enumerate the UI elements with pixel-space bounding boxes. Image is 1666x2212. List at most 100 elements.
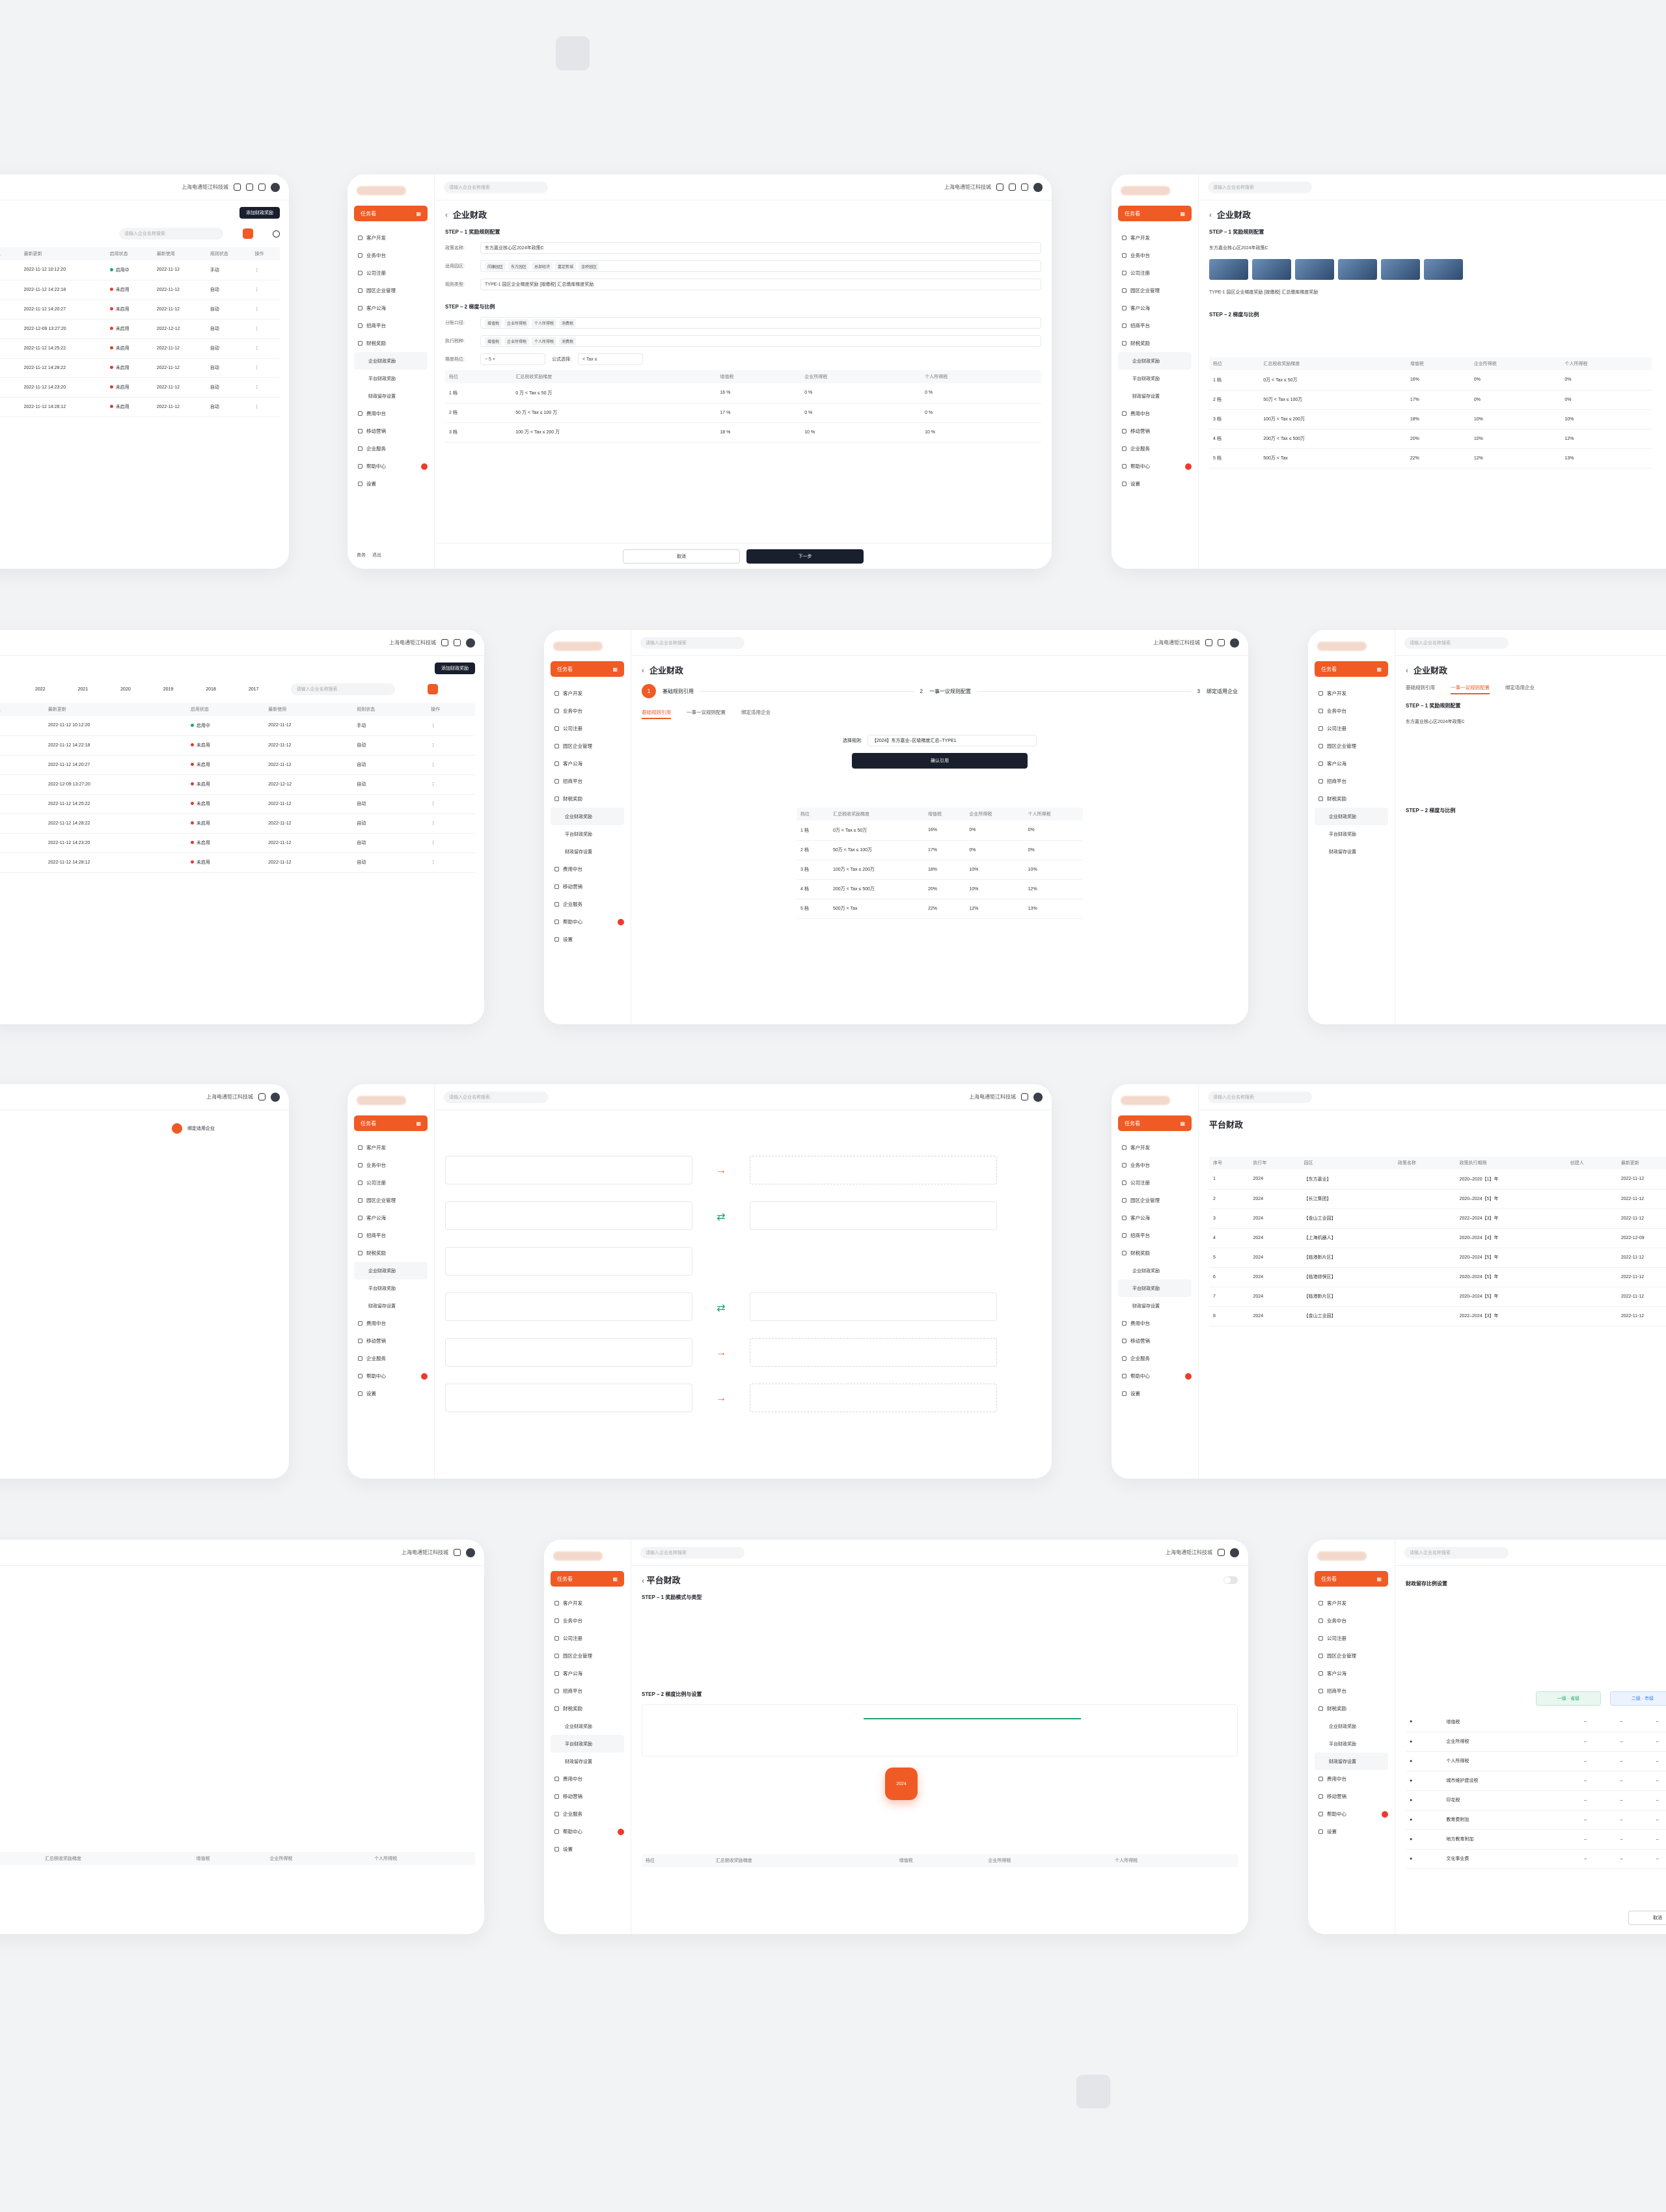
park-image[interactable] [1338,259,1377,280]
sidebar-item-marketing[interactable]: 移动营销 [354,422,428,440]
decorative-square-bottom [1076,2075,1110,2109]
sidebar-item-help[interactable]: 帮助中心 [354,457,428,475]
main-content: ‹ 企业财政 STEP – 1 奖励规则配置 东方嘉业核心区2024年政策C TY… [1199,200,1666,569]
search-button[interactable] [243,228,253,239]
workspace-switcher[interactable]: 任务看 ▦ [354,206,428,221]
sidebar-item-park-mgmt[interactable]: 园区企业管理 [354,282,428,299]
empty-slot[interactable] [750,1384,997,1412]
workspace-switcher[interactable]: 任务看 ▦ [1118,206,1192,221]
reward-row: 2022-11-12 14:22:18 未启用 2022-11-12 自动 ⋮ [0,735,475,756]
sidebar-item-investment[interactable]: 招商平台 [354,317,428,335]
reward-row: 2022-11-12 14:25:22 未启用 2022-11-12 自动 ⋮ [0,794,475,814]
grade-row: 3 档 100万 < Tax ≤ 200万 18% 10% 10% [1209,409,1652,430]
step-label[interactable]: 一事一议规则配置 [929,688,971,694]
tab-base-rule[interactable]: 基础规则引用 [642,709,671,719]
rule-type-select[interactable]: TYPE-1 园区企业梯度奖励 [按缴税] 汇总缴库梯度奖励 [480,279,1041,290]
next-button[interactable]: 下一步 [746,549,864,564]
sidebar: 任务看 ▦ 客户开发 业务中台 公司注册 园区企业管理 客户公海 招商平台 财税奖… [544,630,631,1024]
platform-row: 4 2024 【上海机器人】 2020–2024【4】年 2022-12-09 [1209,1228,1666,1248]
sidebar-item-expense[interactable]: 费用中台 [354,405,428,422]
list-search-input[interactable]: 请输入企业名称搜索 [291,683,396,695]
retention-row: ● 文化事业费 – – – [1406,1849,1666,1869]
home-icon[interactable] [246,184,253,191]
sidebar-item-customer-pool[interactable]: 客户公海 [354,299,428,317]
sidebar-sub-enterprise[interactable]: 企业财政奖励 [354,352,428,370]
step-label[interactable]: 基础规则引用 [662,688,694,694]
scope-select[interactable]: 闵康园区 东方园区 总部经济 嘉定新城 金桥园区 [480,260,1041,272]
page-title: ‹ 企业财政 [1209,210,1251,221]
search-button[interactable] [428,684,439,694]
step-label[interactable]: 绑定适用企业 [1207,688,1238,694]
sidebar: 任务看 ▦ 客户开发 业务中台 公司注册 园区企业管理 客户公海 招商平台 财税奖… [348,174,435,569]
user-avatar[interactable] [1033,182,1043,192]
enterprise-card[interactable] [445,1247,692,1276]
empty-slot[interactable] [750,1338,997,1367]
cancel-button[interactable]: 取消 [623,549,740,564]
search-input[interactable]: 请输入企业名称搜索 [640,636,744,649]
cancel-button[interactable]: 取消 [1628,1911,1666,1925]
sidebar-item-fiscal[interactable]: 财税奖励 [354,335,428,352]
workspace-switcher[interactable]: 任务看 ▦ [551,661,624,677]
card-retention: 任务看 ▦ 客户开发 业务中台 公司注册 园区企业管理 客户公海 招商平台 财税奖… [1308,1540,1666,1934]
grade-row: 1 档 0万 < Tax ≤ 50万 16% 0% 0% [797,821,1083,841]
formula-select[interactable]: < Tax ≤ [577,353,643,365]
card-wizard: 任务看 ▦ 客户开发 业务中台 公司注册 园区企业管理 客户公海 招商平台 财税奖… [544,630,1248,1024]
year-fab-button[interactable]: 2024 [885,1768,918,1800]
message-icon[interactable] [996,184,1004,191]
enterprise-card[interactable] [445,1201,692,1230]
park-image[interactable] [1209,259,1248,280]
sidebar-item-settings[interactable]: 设置 [354,475,428,493]
park-image[interactable] [1295,259,1334,280]
switch-icon[interactable] [1021,184,1028,191]
card-bind-enterprise: 上海电通钜江科技城 绑定适用企业 [0,1084,289,1479]
top-bar: 上海电通钜江科技城 [0,630,484,656]
confirm-button[interactable]: 确认引用 [852,753,1028,769]
search-input[interactable]: 请输入企业名称搜索 [444,181,548,193]
enterprise-card[interactable] [445,1156,692,1184]
retention-row: ● 地方教育附加 – – – [1406,1829,1666,1850]
level1-tab[interactable]: 一级 · 省级 [1536,1691,1601,1706]
message-icon[interactable] [234,184,241,191]
sidebar-item-customer-dev[interactable]: 客户开发 [354,229,428,247]
list-search-input[interactable]: 请输入企业名称搜索 [119,228,223,239]
enterprise-card[interactable] [750,1292,997,1321]
tab-bind-enterprise[interactable]: 绑定适用企业 [741,709,771,715]
empty-slot[interactable] [750,1156,997,1184]
rule-select[interactable]: 【2024】东方嘉业–区级梯度汇总–TYPE1 [867,735,1037,746]
split-select[interactable]: 增值税 企业所得税 个人所得税 消费税 [480,317,1041,329]
add-reward-button[interactable]: 添加财政奖励 [239,207,280,219]
user-avatar[interactable] [271,182,280,192]
enterprise-card[interactable] [750,1201,997,1230]
grade-row: 5 档 500万 < Tax 22% 12% 13% [797,899,1083,919]
park-image[interactable] [1381,259,1420,280]
grade-row: 2 档 50万 < Tax ≤ 100万 17% 0% 0% [797,840,1083,860]
refresh-icon[interactable] [273,230,280,238]
level2-tab[interactable]: 二级 · 市级 [1610,1691,1666,1706]
sidebar-sub-retention[interactable]: 财政留存设置 [368,394,396,399]
enterprise-card[interactable] [445,1384,692,1412]
tab-custom-rule[interactable]: 一事一议规则配置 [687,709,726,715]
park-image[interactable] [1252,259,1291,280]
grade-stepper[interactable]: − 5 + [480,353,545,365]
platform-row: 3 2024 【金山工业园】 2022–2024【3】年 2022-11-12 [1209,1208,1666,1229]
switch-icon[interactable] [258,184,266,191]
column-header: 启用状态 [105,247,153,260]
enterprise-card[interactable] [445,1292,692,1321]
sidebar-item-service[interactable]: 企业服务 [354,440,428,457]
card-platform-list: 任务看 ▦ 客户开发 业务中台 公司注册 园区企业管理 客户公海 招商平台 财税奖… [1112,1084,1666,1479]
wizard-table: 档位 汇总税收奖励梯度 增值税 企业所得税 个人所得税 1 档 0万 < Tax ≤ 50… [797,808,1083,919]
enable-toggle[interactable] [1223,1576,1238,1584]
exec-select[interactable]: 增值税 企业所得税 个人所得税 消费税 [480,335,1041,347]
reward-row: 2022-12-09 13:27:20 未启用 2022-12-12 自动 ⋮ [0,774,475,795]
search-input[interactable]: 请输入企业名称搜索 [1208,181,1312,193]
enterprise-card[interactable] [445,1338,692,1367]
sidebar-sub-platform[interactable]: 平台财政奖励 [368,376,396,381]
add-reward-button[interactable]: 添加财政奖励 [435,662,475,674]
park-image[interactable] [1424,259,1463,280]
rule-name-field[interactable]: 东方嘉业核心区2024年政策C [480,242,1041,254]
sidebar-item-business[interactable]: 业务中台 [354,247,428,264]
sidebar-item-company-reg[interactable]: 公司注册 [354,264,428,282]
home-icon[interactable] [1009,184,1016,191]
card-enterprise-edit: 任务看 ▦ 客户开发 业务中台 公司注册 园区企业管理 客户公海 招商平台 财税奖… [348,174,1052,569]
